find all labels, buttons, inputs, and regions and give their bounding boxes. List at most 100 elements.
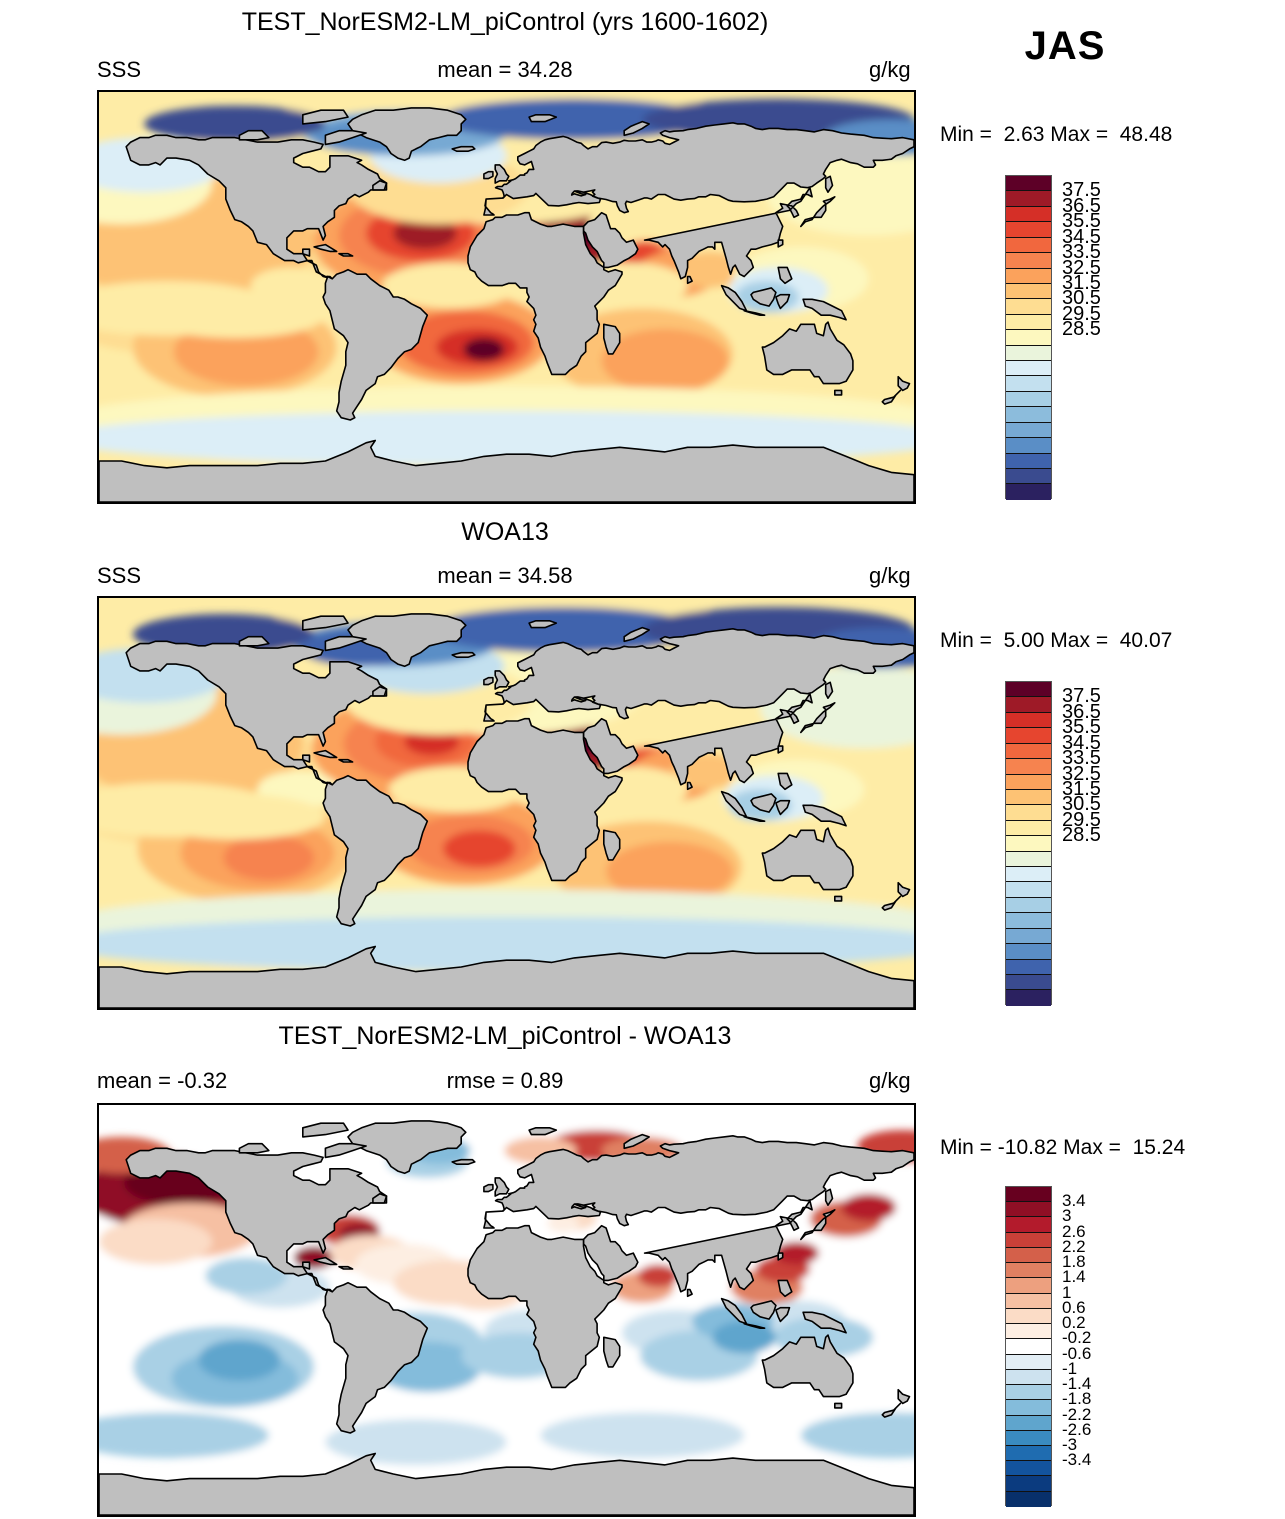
colorbar-segment: [1006, 944, 1051, 960]
contour-band: [427, 607, 699, 653]
colorbar-tick-label: 31.5: [1062, 272, 1101, 294]
landmass-java: [743, 1322, 766, 1329]
colorbar-tick-label: 33.5: [1062, 241, 1101, 264]
colorbar-segment: [1006, 774, 1051, 790]
colorbar-tick-label: -0.6: [1062, 1343, 1092, 1363]
contour-band: [800, 1412, 914, 1459]
colorbar-tick-label: 30.5: [1062, 793, 1101, 816]
colorbar-model-bar[interactable]: [1005, 175, 1052, 500]
colorbar-tick-label: 0.6: [1062, 1297, 1086, 1317]
landmass-antarctica: [99, 1452, 914, 1515]
colorbar-tick-label: 3.4: [1062, 1191, 1086, 1211]
landmass-sriLanka: [686, 1288, 693, 1298]
landmass-ireland: [483, 1183, 494, 1193]
colorbar-segment: [1006, 928, 1051, 945]
landmass-sriLanka: [686, 781, 693, 791]
colorbar-segment: [1006, 1278, 1051, 1294]
colorbar-segment: [1006, 1339, 1051, 1355]
landmass-ellesmere: [302, 1122, 349, 1138]
landmass-newfound: [372, 180, 388, 191]
colorbar-tick-label: -3.4: [1062, 1450, 1092, 1470]
colorbar-tick-label: 37.5: [1062, 179, 1101, 202]
landmass-australia: [761, 1334, 854, 1398]
landmass-eurasia: [483, 628, 914, 722]
colorbar-segment: [1006, 789, 1051, 806]
colorbar-tick-label: 32.5: [1062, 762, 1101, 785]
contour-band: [773, 1241, 819, 1265]
colorbar-tick-label: 36.5: [1062, 194, 1101, 217]
landmass-iceland: [451, 145, 476, 152]
colorbar-tick-label: 34.5: [1062, 731, 1101, 754]
landmass-namerica: [125, 640, 388, 786]
colorbar-segment: [1006, 453, 1051, 470]
landmass-sulawesi: [775, 1306, 791, 1323]
colorbar-obs-bar[interactable]: [1005, 681, 1052, 1006]
colorbar-tick-label: -1: [1062, 1358, 1078, 1378]
landmass-arabia: [582, 717, 639, 775]
landmass-iceland: [451, 1158, 476, 1165]
landmass-arabia: [582, 211, 639, 269]
colorbar-segment: [1006, 376, 1051, 392]
difference-minmax: Min = -10.82 Max = 15.24: [940, 1136, 1186, 1159]
landmass-samerica: [322, 268, 429, 421]
contour-band: [438, 98, 711, 140]
landmass-cuba: [313, 243, 338, 253]
landmass-britain: [494, 164, 510, 184]
landmass-india: [643, 692, 813, 786]
landmass-cuba: [313, 1256, 338, 1266]
colorbar-segment: [1006, 913, 1051, 929]
contour-band: [601, 328, 729, 393]
obs-center-label: mean = 34.58: [437, 563, 573, 588]
colorbar-tick-label: 28.5: [1062, 824, 1101, 847]
landmass-baffin: [324, 635, 367, 652]
landmass-newfound: [372, 686, 388, 697]
colorbar-segment: [1006, 897, 1051, 914]
colorbar-segment: [1006, 330, 1051, 346]
landmass-ellesmere: [302, 109, 349, 125]
landmass-newguinea: [802, 804, 847, 827]
landmass-philippines: [777, 1279, 793, 1298]
colorbar-segment: [1006, 975, 1051, 991]
colorbar-difference-bar[interactable]: [1005, 1186, 1052, 1507]
colorbar-tick-label: -2.6: [1062, 1419, 1092, 1439]
landmass-tasmania: [834, 389, 843, 396]
colorbar-difference: 3.4 3 2.6 2.2 1.8 1.4 1 0.6 0.2 -0.2 -0.6 -1 -1.4 -1.…: [1005, 1186, 1255, 1511]
landmass-java: [743, 815, 766, 822]
colorbar-segment: [1006, 1202, 1051, 1218]
colorbar-tick-label: 31.5: [1062, 778, 1101, 800]
landmass-sriLanka: [686, 275, 693, 285]
colorbar-tick-label: 37.5: [1062, 685, 1101, 708]
landmass-greenland: [347, 1120, 467, 1175]
colorbar-segment: [1006, 1385, 1051, 1401]
colorbar-segment: [1006, 407, 1051, 423]
landmass-japan: [800, 702, 836, 734]
landmass-taiwan: [777, 745, 784, 754]
map-model[interactable]: [97, 90, 916, 504]
colorbar-difference-ticks: 3.4 3 2.6 2.2 1.8 1.4 1 0.6 0.2 -0.2 -0.6 -1 -1.4 -1.…: [1062, 1186, 1242, 1504]
landmass-samerica: [322, 1281, 429, 1434]
model-center-label: mean = 34.28: [437, 57, 573, 82]
colorbar-segment: [1006, 1400, 1051, 1416]
landmass-hispaniola: [338, 252, 354, 257]
map-obs[interactable]: [97, 596, 916, 1010]
landmass-nz2: [881, 389, 902, 405]
landmass-tasmania: [834, 895, 843, 902]
map-difference[interactable]: [97, 1103, 916, 1517]
colorbar-segment: [1006, 283, 1051, 300]
colorbar-tick-label: 36.5: [1062, 700, 1101, 723]
obs-left-label: SSS: [97, 563, 142, 588]
colorbar-tick-label: 29.5: [1062, 808, 1101, 831]
landmass-newguinea: [802, 298, 847, 321]
contour-band: [463, 338, 505, 361]
colorbar-tick-label: 32.5: [1062, 256, 1101, 279]
colorbar-tick-label: -0.2: [1062, 1328, 1092, 1348]
contour-band: [144, 105, 326, 143]
landmass-svalbard: [528, 620, 558, 629]
landmass-victoria: [238, 129, 270, 141]
colorbar-tick-label: 2.2: [1062, 1236, 1086, 1256]
contour-band: [841, 1193, 896, 1222]
colorbar-segment: [1006, 345, 1051, 362]
landmass-newfound: [372, 1193, 388, 1204]
colorbar-segment: [1006, 1445, 1051, 1462]
landmass-cuba: [313, 749, 338, 759]
